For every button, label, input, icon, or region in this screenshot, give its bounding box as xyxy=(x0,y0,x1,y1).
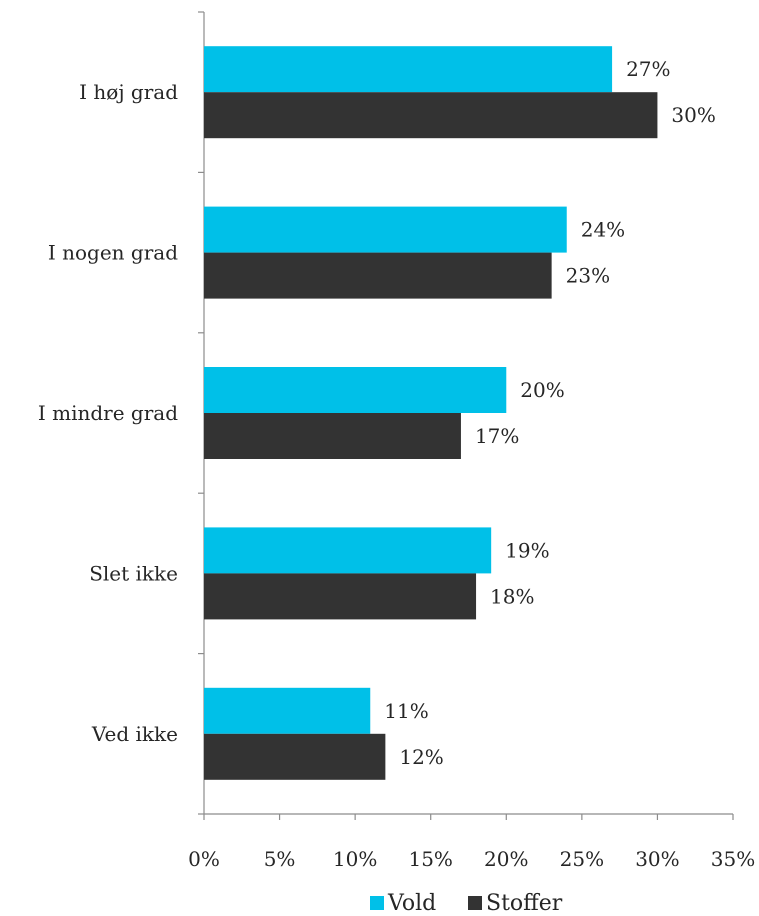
x-tick-label: 15% xyxy=(408,847,452,871)
legend: Vold Stoffer xyxy=(370,891,563,916)
data-label-stoffer: 12% xyxy=(399,745,443,769)
bar-vold xyxy=(204,527,492,574)
bar-vold xyxy=(204,46,613,93)
data-labels: 27%30% 24% 23% 20%17% 19% 18% 11% 12% xyxy=(384,57,716,769)
data-label-vold: 20% xyxy=(520,378,564,402)
data-label-vold: 11% xyxy=(384,699,428,723)
legend-label-stoffer: Stoffer xyxy=(486,891,563,916)
bar-stoffer xyxy=(204,252,552,299)
legend-label-vold: Vold xyxy=(387,891,436,916)
bar-vold xyxy=(204,687,371,734)
bar-stoffer xyxy=(204,733,386,780)
x-tick-label: 10% xyxy=(333,847,377,871)
x-tick-label: 25% xyxy=(560,847,604,871)
category-label: Slet ikke xyxy=(89,561,178,585)
data-label-stoffer: 17% xyxy=(475,424,519,448)
bars xyxy=(204,46,658,780)
bar-stoffer xyxy=(204,92,658,139)
legend-swatch-vold xyxy=(370,896,384,910)
axes: 0% 5% 10% 15% 20% 25% 30% 35% I høj grad I nogen … xyxy=(38,11,755,871)
category-label: I nogen grad xyxy=(48,241,178,265)
category-label: Ved ikke xyxy=(91,722,178,746)
data-label-stoffer: 23% xyxy=(566,264,610,288)
x-tick-label: 0% xyxy=(188,847,220,871)
bar-stoffer xyxy=(204,573,477,620)
data-label-vold: 24% xyxy=(581,218,625,242)
bar-vold xyxy=(204,206,567,253)
x-tick-label: 20% xyxy=(484,847,528,871)
data-label-stoffer: 30% xyxy=(671,103,715,127)
bar-vold xyxy=(204,367,507,413)
x-tick-label: 35% xyxy=(711,847,755,871)
category-label: I mindre grad xyxy=(38,401,178,425)
data-label-vold: 27% xyxy=(626,57,670,81)
data-label-vold: 19% xyxy=(505,538,549,562)
x-tick-label: 30% xyxy=(635,847,679,871)
category-label: I høj grad xyxy=(79,80,178,104)
data-label-stoffer: 18% xyxy=(490,584,534,608)
legend-swatch-stoffer xyxy=(468,896,482,910)
bar-stoffer xyxy=(204,413,461,459)
x-tick-label: 5% xyxy=(264,847,296,871)
